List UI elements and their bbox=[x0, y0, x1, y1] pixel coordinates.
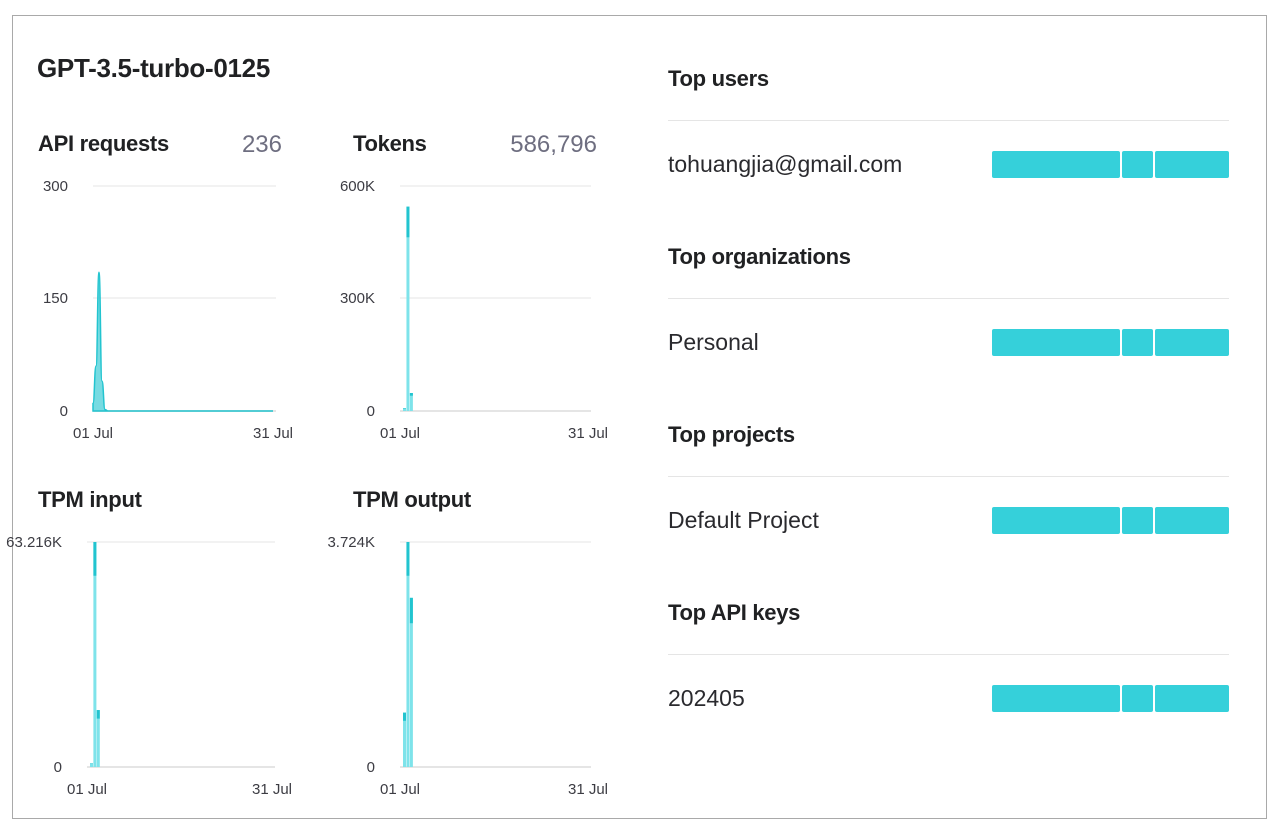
x-tick-label: 31 Jul bbox=[568, 425, 608, 442]
bar bbox=[403, 408, 406, 411]
bar-cap bbox=[409, 393, 413, 396]
divider bbox=[668, 120, 1229, 121]
bar bbox=[90, 763, 93, 767]
bar-segment bbox=[1122, 507, 1153, 534]
bar-cap bbox=[403, 712, 406, 721]
y-tick-label: 0 bbox=[60, 403, 68, 420]
top-project-bar[interactable] bbox=[992, 507, 1229, 534]
bar-segment bbox=[992, 507, 1120, 534]
bar bbox=[406, 542, 410, 767]
y-tick-label: 0 bbox=[367, 403, 375, 420]
top-organization-label: Personal bbox=[668, 329, 759, 355]
bar-segment bbox=[992, 685, 1120, 712]
tokens-title: Tokens bbox=[353, 131, 427, 156]
bar-segment bbox=[1122, 329, 1153, 356]
top-api-key-label: 202405 bbox=[668, 685, 745, 711]
x-tick-label: 01 Jul bbox=[73, 425, 113, 442]
x-tick-label: 01 Jul bbox=[380, 425, 420, 442]
bar-segment bbox=[1155, 507, 1229, 534]
top-organizations-title: Top organizations bbox=[668, 244, 851, 269]
bar-cap bbox=[90, 763, 93, 764]
bar-segment bbox=[1155, 151, 1229, 178]
bar-cap bbox=[96, 710, 100, 719]
y-tick-label: 300 bbox=[43, 178, 68, 195]
x-tick-label: 01 Jul bbox=[67, 781, 107, 798]
bar bbox=[409, 393, 413, 411]
tpm-input-chart[interactable]: 0 63.216K 01 Jul 31 Jul bbox=[0, 532, 300, 802]
bar-segment bbox=[992, 329, 1120, 356]
top-user-bar[interactable] bbox=[992, 151, 1229, 178]
tpm-input-title: TPM input bbox=[38, 487, 142, 512]
area-series bbox=[92, 271, 273, 412]
api-requests-chart[interactable]: 0 150 300 01 Jul 31 Jul bbox=[30, 176, 300, 446]
divider bbox=[668, 476, 1229, 477]
bar-segment bbox=[992, 151, 1120, 178]
y-tick-label: 150 bbox=[43, 290, 68, 307]
top-api-keys-title: Top API keys bbox=[668, 600, 801, 625]
x-tick-label: 31 Jul bbox=[252, 781, 292, 798]
bar-segment bbox=[1122, 151, 1153, 178]
y-tick-label: 3.724K bbox=[327, 534, 375, 551]
divider bbox=[668, 298, 1229, 299]
bar-segment bbox=[1122, 685, 1153, 712]
y-tick-label: 300K bbox=[340, 290, 375, 307]
top-projects-title: Top projects bbox=[668, 422, 795, 447]
top-users-title: Top users bbox=[668, 66, 769, 91]
x-tick-label: 31 Jul bbox=[568, 781, 608, 798]
top-organization-bar[interactable] bbox=[992, 329, 1229, 356]
tokens-chart[interactable]: 0 300K 600K 01 Jul 31 Jul bbox=[330, 176, 620, 446]
y-tick-label: 63.216K bbox=[6, 534, 62, 551]
y-tick-label: 0 bbox=[367, 759, 375, 776]
x-tick-label: 01 Jul bbox=[380, 781, 420, 798]
tpm-output-chart[interactable]: 0 3.724K 01 Jul 31 Jul bbox=[320, 532, 620, 802]
api-requests-title: API requests bbox=[38, 131, 169, 156]
bar bbox=[93, 542, 97, 767]
api-requests-total: 236 bbox=[241, 131, 282, 158]
bar-cap bbox=[406, 206, 410, 238]
bar-cap bbox=[93, 542, 97, 576]
y-tick-label: 600K bbox=[340, 178, 375, 195]
top-user-label: tohuangjia@gmail.com bbox=[668, 151, 903, 177]
y-tick-label: 0 bbox=[54, 759, 62, 776]
divider bbox=[668, 654, 1229, 655]
top-api-key-bar[interactable] bbox=[992, 685, 1229, 712]
bar-segment bbox=[1155, 329, 1229, 356]
bar bbox=[403, 712, 406, 767]
bar bbox=[406, 206, 410, 411]
bar-segment bbox=[1155, 685, 1229, 712]
tokens-total: 586,796 bbox=[510, 131, 597, 158]
bar-cap bbox=[406, 542, 410, 576]
usage-panel bbox=[12, 15, 1267, 819]
tpm-output-title: TPM output bbox=[353, 487, 471, 512]
bar bbox=[409, 597, 413, 767]
x-tick-label: 31 Jul bbox=[253, 425, 293, 442]
model-title: GPT-3.5-turbo-0125 bbox=[37, 53, 270, 83]
bar bbox=[96, 710, 100, 767]
bar-cap bbox=[409, 597, 413, 624]
top-project-label: Default Project bbox=[668, 507, 819, 533]
